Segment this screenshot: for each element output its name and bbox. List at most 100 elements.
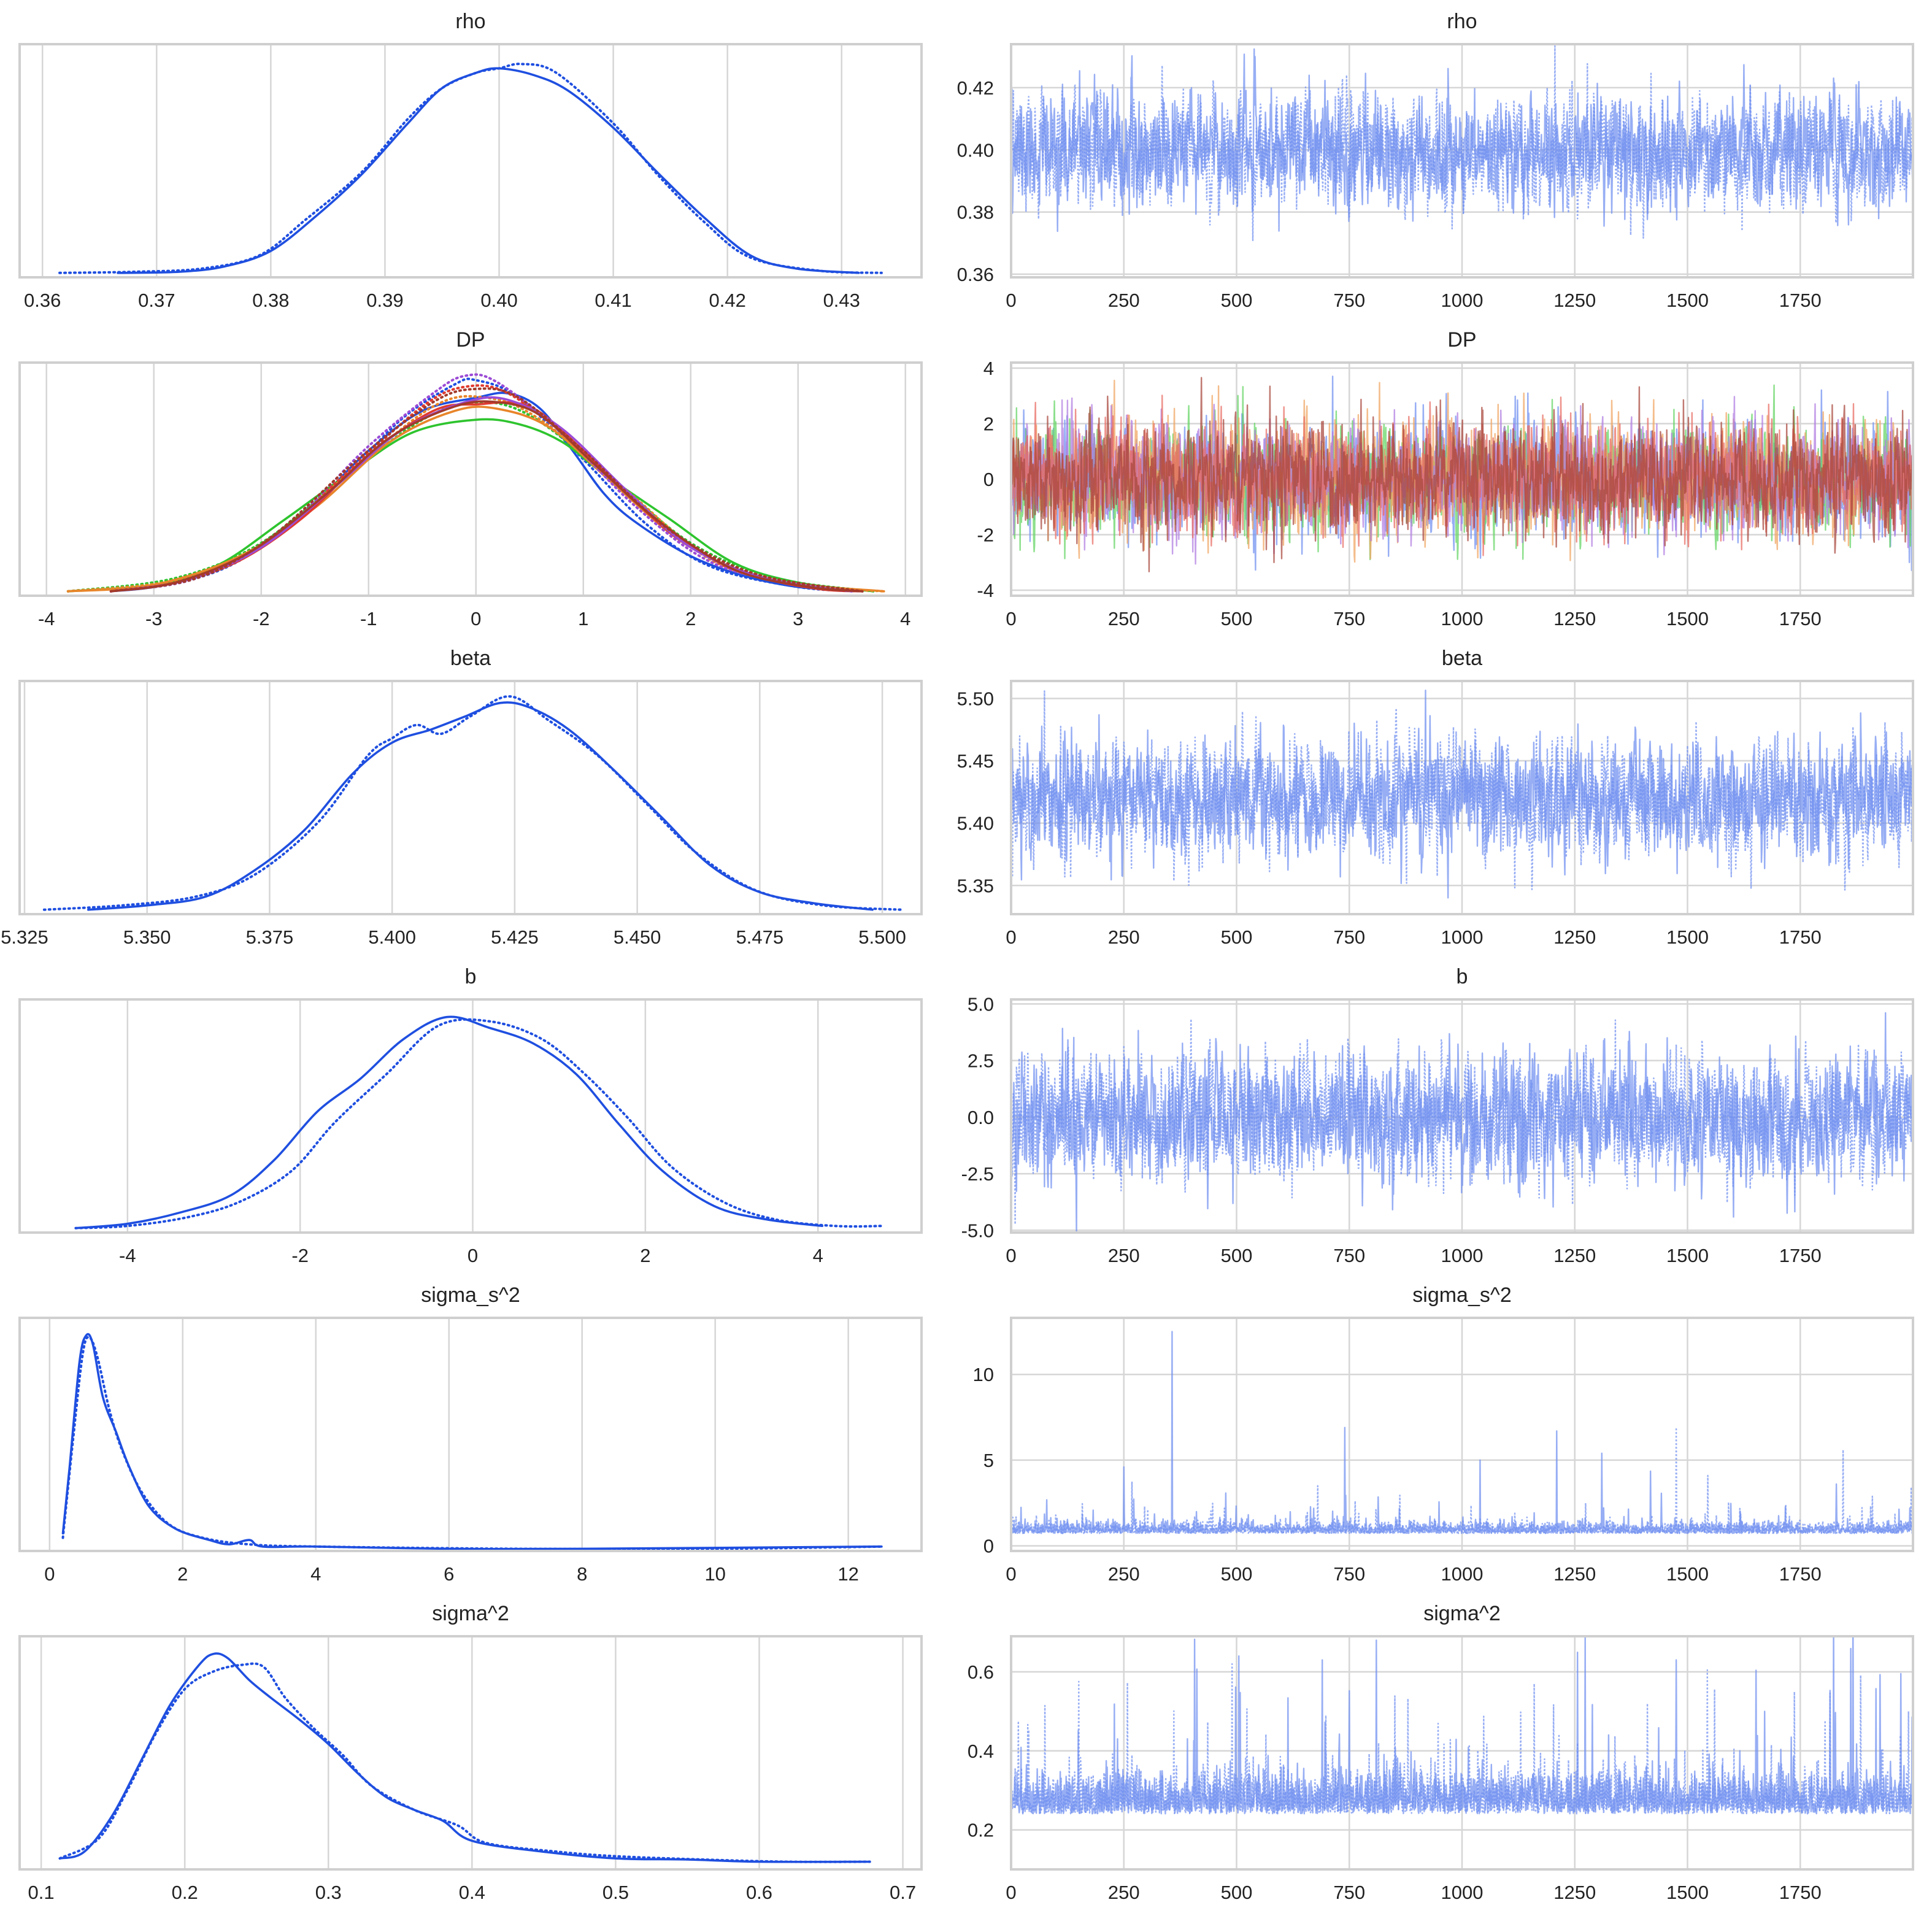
x-tick-label: 0 <box>1006 926 1016 948</box>
y-tick-label: 0.38 <box>957 202 994 223</box>
x-tick-label: -3 <box>145 608 163 629</box>
x-tick-label: 5.375 <box>246 926 294 948</box>
y-tick-label: -4 <box>977 580 994 601</box>
x-tick-label: 4 <box>813 1245 823 1266</box>
x-tick-label: 5.350 <box>123 926 171 948</box>
y-tick-label: 0.36 <box>957 264 994 285</box>
x-tick-label: 5.475 <box>736 926 784 948</box>
kde-curve-chain-1 <box>58 63 883 274</box>
kde-curve-chain-4 <box>110 396 853 593</box>
y-tick-label: 0.2 <box>968 1820 994 1841</box>
plot-area <box>74 1015 884 1229</box>
plot-area <box>1011 45 1913 242</box>
kde-curve-chain-0 <box>58 1652 871 1863</box>
x-tick-label: 0 <box>1006 1245 1016 1266</box>
plot-area <box>58 63 883 274</box>
x-tick-label: 1750 <box>1779 1245 1822 1266</box>
x-tick-label: 3 <box>793 608 803 629</box>
x-tick-label: 250 <box>1108 608 1140 629</box>
kde-curve-chain-1 <box>58 1662 871 1863</box>
y-tick-label: 2.5 <box>968 1050 994 1072</box>
y-tick-label: 2 <box>983 414 994 435</box>
x-tick-label: 1000 <box>1441 926 1484 948</box>
x-tick-label: 750 <box>1333 1245 1365 1266</box>
x-tick-label: 250 <box>1108 926 1140 948</box>
x-tick-label: 1000 <box>1441 1882 1484 1903</box>
x-tick-label: 1250 <box>1553 290 1596 311</box>
panel-frame <box>1010 1635 1914 1871</box>
x-tick-label: 1000 <box>1441 1245 1484 1266</box>
x-tick-label: 0.39 <box>366 290 403 311</box>
x-tick-label: 1500 <box>1666 1563 1709 1585</box>
x-tick-label: -4 <box>38 608 55 629</box>
panel-title: sigma^2 <box>1423 1602 1501 1625</box>
trace-panel-sigma^2: 0 250 500 750 1000 1250 1500 1750 0.2 0.4 0.6 sigma… <box>968 1602 1914 1903</box>
trace-line-chain-1 <box>1011 1663 1913 1815</box>
plot-area <box>66 373 885 593</box>
x-tick-label: 1750 <box>1779 1882 1822 1903</box>
x-tick-label: 500 <box>1221 1882 1253 1903</box>
x-tick-label: 0.42 <box>709 290 745 311</box>
x-tick-label: 0.43 <box>823 290 860 311</box>
x-tick-label: 500 <box>1221 608 1253 629</box>
kde-curve-chain-1 <box>61 1336 883 1550</box>
x-tick-label: 1500 <box>1666 1245 1709 1266</box>
plot-area <box>42 695 903 911</box>
x-tick-label: 250 <box>1108 1245 1140 1266</box>
y-tick-label: 10 <box>973 1364 994 1385</box>
x-tick-label: 0.37 <box>138 290 175 311</box>
x-tick-label: 1500 <box>1666 290 1709 311</box>
trace-panel-beta: 0 250 500 750 1000 1250 1500 1750 5.35 5.40 5.45 5.… <box>957 647 1914 948</box>
panel-frame <box>18 361 923 597</box>
x-tick-label: 0.36 <box>24 290 61 311</box>
x-tick-label: 0.5 <box>602 1882 629 1903</box>
x-tick-label: 1250 <box>1553 608 1596 629</box>
x-tick-label: 0.7 <box>890 1882 916 1903</box>
kde-curve-chain-0 <box>87 701 874 911</box>
x-tick-label: 1000 <box>1441 1563 1484 1585</box>
trace-panel-DP: 0 250 500 750 1000 1250 1500 1750 -4 -2 0 2 4 DP <box>977 328 1914 629</box>
x-tick-label: 1250 <box>1553 1245 1596 1266</box>
x-tick-label: 2 <box>640 1245 650 1266</box>
x-tick-label: 0.41 <box>595 290 631 311</box>
x-tick-label: 8 <box>577 1563 587 1585</box>
x-tick-label: 5.500 <box>858 926 906 948</box>
panel-title: b <box>465 965 477 988</box>
x-tick-label: -2 <box>253 608 270 629</box>
plot-area <box>58 1652 871 1863</box>
panel-frame <box>1010 1317 1914 1552</box>
x-tick-label: -2 <box>291 1245 309 1266</box>
panel-title: beta <box>450 647 491 670</box>
x-tick-label: -1 <box>360 608 377 629</box>
panel-title: rho <box>1447 10 1477 33</box>
x-tick-label: 0 <box>1006 1882 1016 1903</box>
x-tick-label: 1250 <box>1553 926 1596 948</box>
plot-area <box>1011 1012 1913 1233</box>
x-tick-label: 1750 <box>1779 1563 1822 1585</box>
y-tick-label: 0 <box>983 469 994 490</box>
y-tick-label: 5.0 <box>968 993 994 1015</box>
x-tick-label: 5.325 <box>1 926 48 948</box>
x-tick-label: 1750 <box>1779 290 1822 311</box>
x-tick-label: 500 <box>1221 1245 1253 1266</box>
y-tick-label: -2 <box>977 524 994 545</box>
panel-frame <box>18 1635 923 1871</box>
y-tick-label: -5.0 <box>961 1220 994 1241</box>
x-tick-label: 0.3 <box>315 1882 342 1903</box>
x-tick-label: 0.38 <box>252 290 289 311</box>
x-tick-label: 0 <box>44 1563 55 1585</box>
x-tick-label: 0.1 <box>28 1882 55 1903</box>
x-tick-label: 500 <box>1221 290 1253 311</box>
x-tick-label: 0.2 <box>172 1882 198 1903</box>
kde-curve-chain-1 <box>74 1018 884 1229</box>
x-tick-label: 250 <box>1108 1882 1140 1903</box>
kde-panel-sigma^2: 0.1 0.2 0.3 0.4 0.5 0.6 0.7 sigma^2 <box>18 1602 923 1903</box>
x-tick-label: 1500 <box>1666 1882 1709 1903</box>
panel-title: sigma_s^2 <box>1412 1283 1511 1307</box>
x-tick-label: 0.6 <box>746 1882 772 1903</box>
x-tick-label: 1 <box>578 608 588 629</box>
x-tick-label: 1000 <box>1441 608 1484 629</box>
x-tick-label: 0 <box>468 1245 478 1266</box>
x-tick-label: 750 <box>1333 608 1365 629</box>
panel-title: DP <box>1447 328 1476 352</box>
